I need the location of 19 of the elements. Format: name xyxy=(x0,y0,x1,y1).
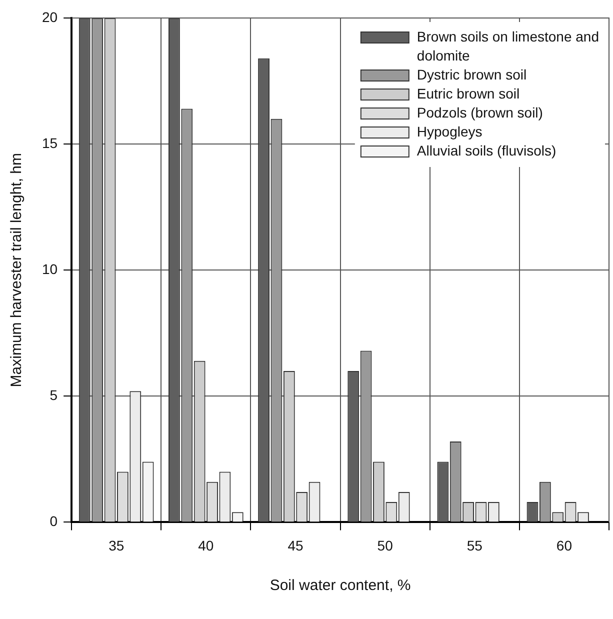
y-tick-label: 0 xyxy=(50,513,58,530)
y-tick-label: 10 xyxy=(42,260,58,277)
y-tick-label: 5 xyxy=(50,387,58,404)
legend-label: Eutric brown soil xyxy=(416,85,520,102)
x-tick-label: 50 xyxy=(377,537,394,554)
legend-label: Hypogleys xyxy=(416,123,482,140)
x-tick-label: 40 xyxy=(198,537,214,554)
y-tick-label: 15 xyxy=(42,134,58,151)
legend-label: Alluvial soils (fluvisols) xyxy=(416,142,556,158)
x-tick-label: 60 xyxy=(556,537,572,554)
legend-label: Brown soils on limestone and dolomite xyxy=(416,28,600,64)
y-axis-title: Maximum harvester trail lenght, hm xyxy=(8,152,26,388)
legend-label: Podzols (brown soil) xyxy=(416,104,543,120)
legend-label: Dystric brown soil xyxy=(416,66,527,82)
x-axis-title: Soil water content, % xyxy=(270,577,411,594)
x-tick-label: 55 xyxy=(466,537,483,554)
y-tick-label: 20 xyxy=(42,8,58,25)
x-tick-label: 45 xyxy=(288,537,304,554)
x-tick-label: 35 xyxy=(108,537,124,554)
